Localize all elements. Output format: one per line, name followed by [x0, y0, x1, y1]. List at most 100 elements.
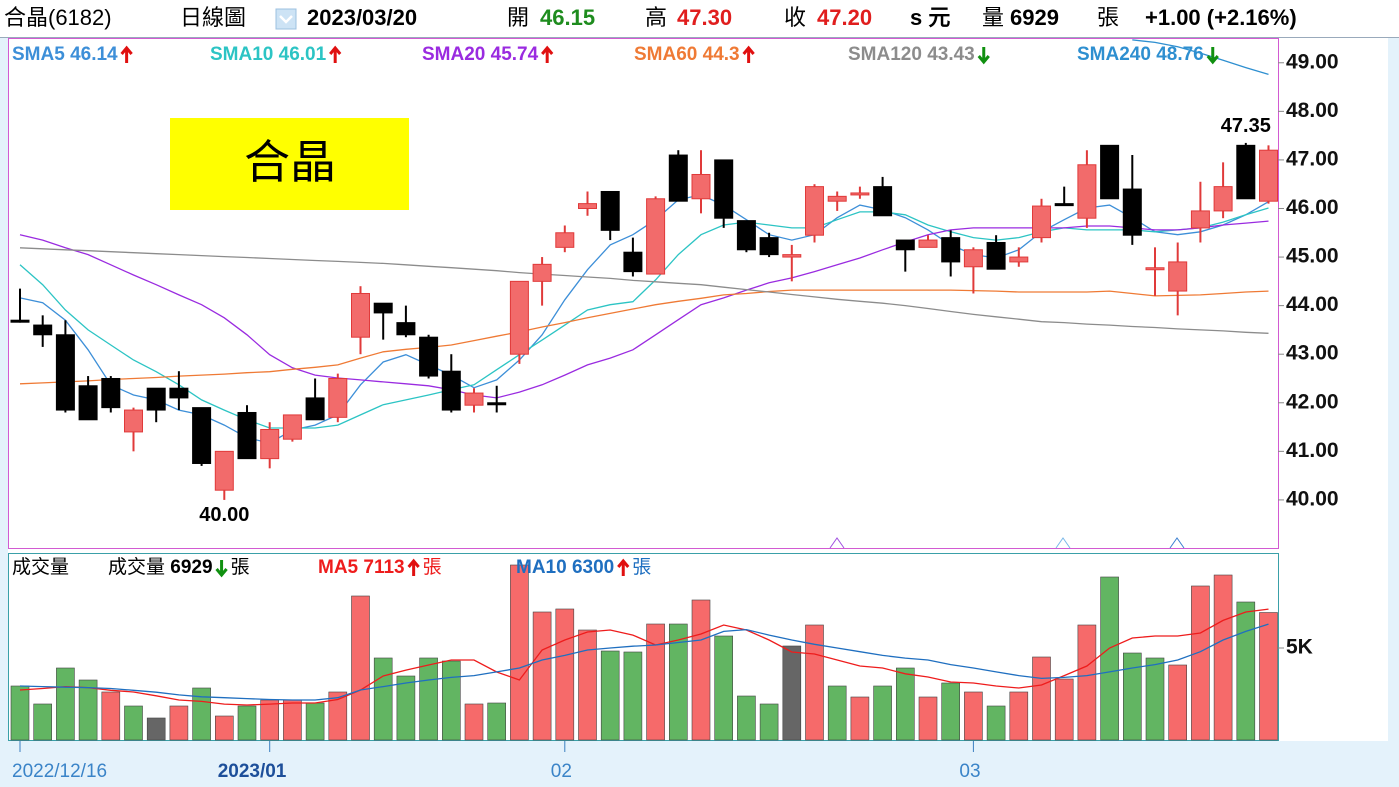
candle-body [124, 409, 143, 433]
legend-value: 44.3 [703, 44, 740, 65]
view-dropdown[interactable] [275, 8, 297, 30]
volume-bar [668, 623, 688, 741]
candle-body [1100, 144, 1120, 200]
x-tick-label: 2022/12/16 [12, 761, 107, 782]
volume-bar [532, 611, 552, 741]
candle-body [214, 450, 234, 491]
volume-bar [146, 717, 166, 741]
legend-name: SMA120 [848, 44, 922, 65]
trend-arrow [1206, 47, 1219, 65]
x-tick-label: 02 [551, 761, 572, 782]
candle-body [646, 198, 666, 275]
volume-bar [918, 696, 938, 741]
volume-bar [782, 645, 802, 741]
candle-body [55, 334, 75, 411]
volume-bar [396, 675, 416, 741]
volume-bar [555, 608, 575, 741]
candle-body [78, 385, 98, 421]
trend-arrow [407, 558, 420, 576]
candle-body [1236, 144, 1256, 200]
trend-arrow [977, 47, 990, 65]
legend-entry: SMA60 44.3 [634, 44, 740, 65]
volume-bar [1213, 574, 1233, 741]
candle-body [1122, 188, 1142, 236]
legend-value: 6300 [572, 557, 614, 578]
legend-entry: SMA20 45.74 [422, 44, 539, 65]
candle-body [691, 173, 711, 200]
volume-bar [1032, 656, 1051, 741]
volume-bar [215, 715, 234, 741]
y-tick-label: 47.00 [1286, 147, 1339, 170]
volume-bar [373, 657, 393, 741]
candle-body [986, 241, 1006, 270]
volume-bar [1009, 691, 1029, 741]
candle-body [487, 402, 507, 406]
volume-bar [101, 691, 121, 741]
y-tick-label: 45.00 [1286, 245, 1339, 268]
y-tick-label: 49.00 [1286, 50, 1339, 73]
volume-value: 6929 [1010, 5, 1059, 30]
legend-value: 7113 [363, 557, 404, 578]
legend-entry: SMA10 46.01 [210, 44, 327, 65]
volume-bar [305, 702, 325, 741]
x-tick-label: 2023/01 [218, 761, 287, 782]
legend-value: 43.43 [927, 44, 975, 65]
candle-body [373, 302, 393, 314]
legend-entry: SMA5 46.14 [12, 44, 118, 65]
candle-body [328, 377, 348, 418]
candle-body [169, 387, 189, 399]
candle-body [782, 254, 802, 258]
legend-name: SMA10 [210, 44, 273, 65]
volume-bar [1100, 576, 1119, 741]
legend-entry: 成交量 6929 [108, 556, 213, 578]
volume-bar [78, 679, 98, 741]
ma-line [19, 220, 1269, 399]
legend-entry: MA5 7113 [318, 557, 405, 578]
chart-title: 合晶 [244, 135, 336, 189]
x-tick-label: 03 [959, 761, 980, 782]
volume-bar [941, 682, 961, 741]
legend-unit: 張 [423, 557, 442, 578]
volume-label: 量 [982, 5, 1004, 30]
close-value: 47.20 [817, 5, 872, 30]
candle-body [555, 232, 575, 248]
dropdown-chevron [279, 15, 293, 24]
candle-body [532, 263, 552, 282]
price-annotation: 40.00 [199, 504, 249, 526]
volume-bar [441, 660, 461, 741]
candle-body [1054, 203, 1074, 207]
candle-body [260, 428, 280, 460]
volume-bar [986, 705, 1006, 741]
candle-body [101, 377, 121, 409]
legend-entry: SMA120 43.43 [848, 44, 975, 65]
legend-name: SMA60 [634, 44, 697, 65]
legend-value: 45.74 [491, 44, 539, 65]
y-tick-label: 46.00 [1286, 196, 1339, 219]
volume-bar [510, 564, 529, 741]
ma-line [19, 289, 1269, 385]
ma-line [19, 194, 1269, 444]
candle-body [827, 195, 847, 202]
legend-value: 48.76 [1156, 44, 1204, 65]
view-name: 日線圖 [180, 5, 246, 30]
volume-bar [691, 599, 711, 741]
y-tick-label: 5K [1286, 636, 1313, 659]
volume-bar [646, 623, 665, 741]
volume-bar [623, 651, 643, 741]
volume-bar [1123, 652, 1142, 741]
candle-body [441, 370, 461, 411]
legend-name: SMA5 [12, 44, 65, 65]
y-tick-label: 40.00 [1286, 487, 1339, 510]
left-band [0, 38, 8, 741]
candle-body [10, 319, 30, 323]
candle-body [941, 237, 961, 263]
volume-bar [260, 699, 280, 741]
candle-body [351, 292, 370, 338]
y-tick-label: 44.00 [1286, 293, 1339, 316]
change: +1.00 (+2.16%) [1145, 5, 1297, 30]
candle-body [600, 190, 620, 231]
y-tick-label: 43.00 [1286, 342, 1339, 365]
trend-arrow [617, 558, 630, 576]
volume-bar [964, 691, 983, 741]
volume-bar [714, 635, 734, 741]
